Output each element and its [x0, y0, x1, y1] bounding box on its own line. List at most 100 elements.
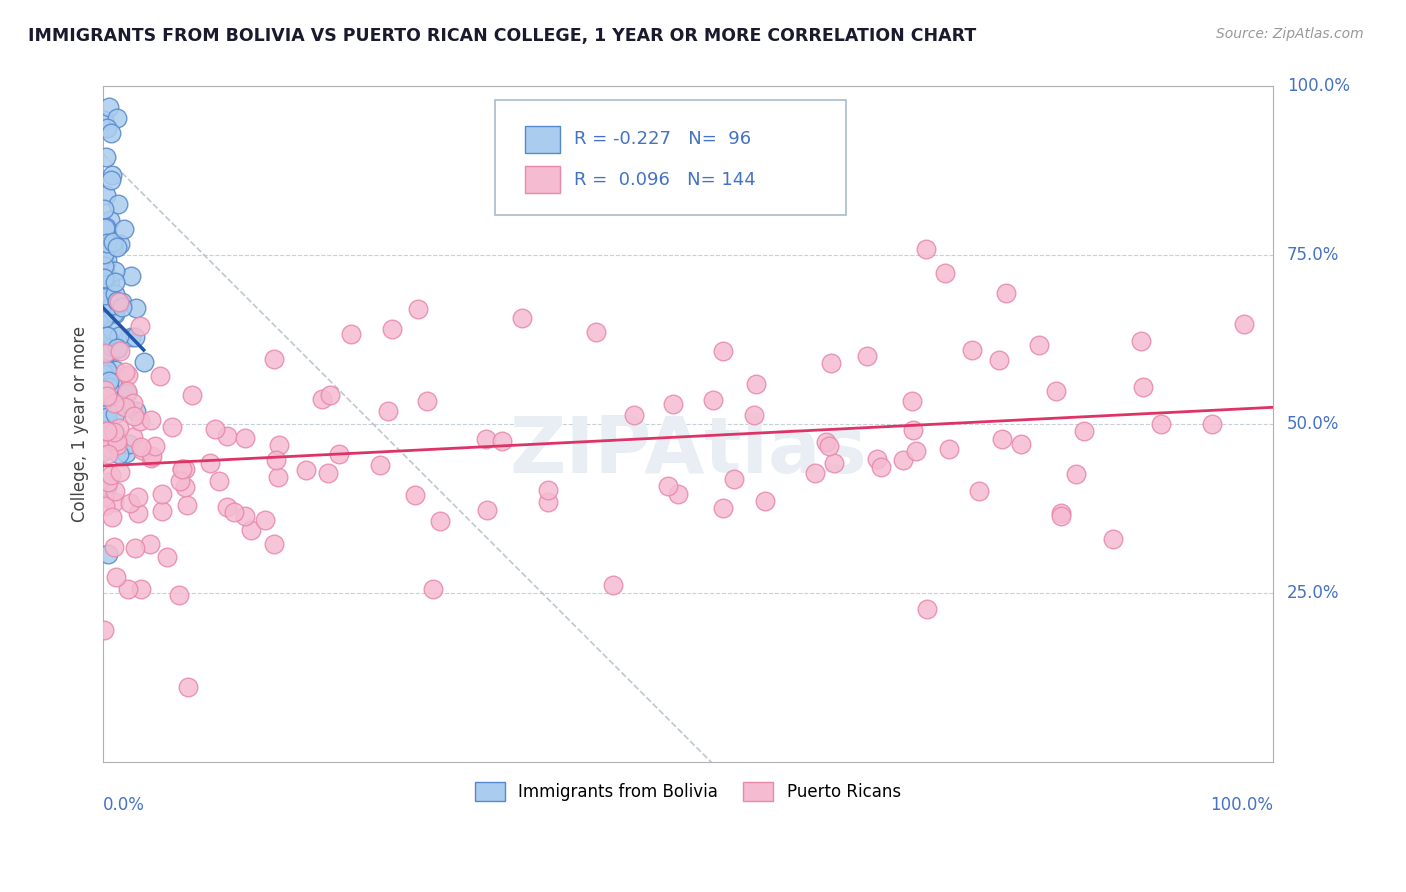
- Point: [93, 294, 115, 309]
- Point: [93, 346, 115, 360]
- Point: [915, 242, 938, 256]
- Point: [107, 434, 129, 449]
- Point: [93, 312, 115, 326]
- Point: [96, 329, 118, 343]
- Point: [94, 245, 117, 260]
- Point: [129, 414, 152, 428]
- Point: [129, 440, 152, 454]
- Point: [125, 404, 148, 418]
- Point: [169, 474, 191, 488]
- Point: [103, 240, 125, 254]
- Point: [266, 470, 288, 484]
- Point: [823, 456, 845, 470]
- Point: [93, 439, 115, 453]
- Point: [104, 362, 127, 376]
- Text: R =  0.096   N= 144: R = 0.096 N= 144: [575, 170, 756, 189]
- Point: [96, 235, 118, 250]
- Point: [754, 493, 776, 508]
- Point: [991, 432, 1014, 446]
- Point: [104, 307, 127, 321]
- Point: [491, 434, 513, 449]
- Point: [174, 462, 197, 476]
- Point: [1132, 380, 1154, 394]
- Point: [512, 311, 534, 326]
- Point: [1010, 437, 1032, 451]
- Point: [176, 498, 198, 512]
- Point: [107, 328, 129, 343]
- Point: [100, 421, 122, 435]
- Point: [960, 343, 983, 358]
- Point: [124, 541, 146, 555]
- Point: [602, 578, 624, 592]
- Text: 50.0%: 50.0%: [1286, 416, 1339, 434]
- Point: [93, 443, 115, 458]
- Point: [263, 352, 285, 367]
- Point: [233, 431, 256, 445]
- Point: [105, 342, 128, 356]
- Point: [233, 508, 256, 523]
- Point: [93, 368, 115, 382]
- Point: [105, 293, 128, 308]
- Point: [100, 468, 122, 483]
- Point: [139, 412, 162, 426]
- Point: [1201, 417, 1223, 432]
- Point: [814, 435, 837, 450]
- Point: [93, 202, 115, 216]
- Point: [94, 426, 117, 441]
- Point: [100, 335, 122, 350]
- Point: [96, 274, 118, 288]
- Point: [1066, 467, 1088, 482]
- Point: [267, 438, 290, 452]
- Point: [100, 172, 122, 186]
- Point: [224, 505, 246, 519]
- Point: [131, 443, 153, 458]
- Point: [94, 344, 117, 359]
- Point: [100, 441, 122, 455]
- Point: [115, 386, 138, 401]
- Point: [108, 398, 131, 412]
- Point: [94, 255, 117, 269]
- Point: [475, 432, 498, 446]
- Point: [381, 322, 404, 336]
- Point: [93, 113, 115, 128]
- Point: [93, 490, 115, 504]
- Point: [93, 409, 115, 423]
- Point: [1045, 384, 1067, 398]
- Point: [124, 409, 146, 423]
- Point: [934, 266, 956, 280]
- Point: [170, 462, 193, 476]
- Point: [208, 475, 231, 489]
- Point: [97, 386, 120, 401]
- Point: [585, 325, 607, 339]
- Point: [666, 487, 689, 501]
- Point: [98, 375, 121, 389]
- Point: [215, 429, 238, 443]
- Point: [891, 453, 914, 467]
- Point: [869, 460, 891, 475]
- Point: [93, 432, 115, 446]
- Text: ZIPAtlas: ZIPAtlas: [509, 413, 866, 490]
- Point: [820, 356, 842, 370]
- Point: [114, 446, 136, 460]
- Point: [94, 428, 117, 442]
- Point: [150, 504, 173, 518]
- Point: [429, 514, 451, 528]
- Point: [711, 344, 734, 359]
- Point: [103, 540, 125, 554]
- Point: [319, 387, 342, 401]
- Text: 25.0%: 25.0%: [1286, 584, 1340, 602]
- Point: [108, 421, 131, 435]
- Text: 75.0%: 75.0%: [1286, 246, 1339, 264]
- Point: [98, 275, 121, 289]
- Point: [108, 465, 131, 479]
- Point: [702, 393, 724, 408]
- Point: [107, 342, 129, 356]
- Point: [132, 355, 155, 369]
- Point: [103, 396, 125, 410]
- Point: [1073, 424, 1095, 438]
- Point: [93, 271, 115, 285]
- Point: [1149, 417, 1171, 431]
- Point: [160, 420, 183, 434]
- Point: [855, 349, 877, 363]
- Point: [104, 569, 127, 583]
